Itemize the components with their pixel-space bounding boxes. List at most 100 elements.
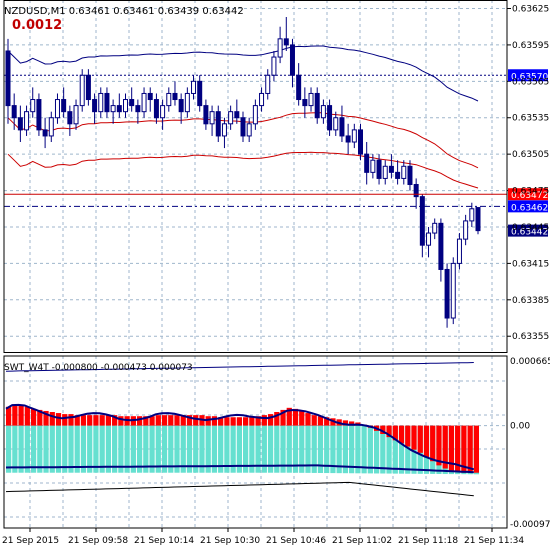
candle[interactable]: [17, 105, 23, 143]
candle[interactable]: [333, 111, 339, 136]
x-tick-label: 21 Sep 11:34: [464, 536, 524, 546]
candle[interactable]: [197, 75, 203, 112]
candle[interactable]: [30, 87, 36, 118]
candle[interactable]: [438, 218, 444, 282]
osc-bar-red: [93, 415, 99, 426]
candle[interactable]: [314, 87, 320, 124]
candle[interactable]: [296, 63, 302, 106]
candle[interactable]: [191, 75, 197, 100]
candle[interactable]: [203, 99, 209, 130]
candle[interactable]: [246, 117, 252, 143]
candle[interactable]: [67, 105, 73, 136]
candle[interactable]: [234, 99, 240, 124]
x-tick-label: 21 Sep 11:02: [332, 536, 392, 546]
osc-bar-cyan: [87, 425, 93, 473]
osc-bar-cyan: [149, 425, 155, 473]
candle[interactable]: [11, 93, 17, 130]
candle[interactable]: [444, 263, 450, 328]
candle-body: [314, 92, 320, 119]
candle[interactable]: [358, 123, 363, 161]
candle[interactable]: [92, 93, 98, 124]
osc-upper-envelope: [5, 362, 474, 372]
candle[interactable]: [123, 93, 128, 118]
candle[interactable]: [283, 16, 289, 51]
candle-body: [351, 129, 357, 143]
candle[interactable]: [110, 99, 116, 124]
candle[interactable]: [432, 218, 438, 240]
candle[interactable]: [153, 93, 159, 124]
osc-bar-cyan: [342, 425, 349, 474]
candle[interactable]: [166, 87, 172, 112]
candle[interactable]: [413, 178, 419, 209]
candle[interactable]: [36, 93, 42, 136]
candle[interactable]: [456, 233, 462, 270]
candle[interactable]: [42, 117, 48, 149]
candle[interactable]: [370, 154, 376, 179]
candle[interactable]: [252, 99, 258, 130]
candle[interactable]: [364, 142, 370, 185]
candle[interactable]: [228, 105, 234, 130]
candle[interactable]: [98, 87, 104, 118]
osc-bar-cyan: [193, 425, 199, 473]
candle[interactable]: [48, 111, 54, 143]
candle[interactable]: [388, 154, 394, 179]
candle[interactable]: [116, 93, 122, 118]
candle[interactable]: [73, 99, 79, 130]
candle[interactable]: [178, 93, 184, 124]
candle[interactable]: [277, 26, 283, 64]
candle[interactable]: [265, 69, 271, 100]
osc-bar-red: [467, 425, 473, 473]
candle-body: [376, 159, 382, 179]
candle[interactable]: [104, 87, 110, 118]
candle-body: [92, 99, 98, 113]
candle[interactable]: [302, 87, 308, 118]
candle[interactable]: [54, 93, 60, 124]
candle[interactable]: [308, 87, 314, 112]
osc-bar-red: [136, 416, 143, 426]
candle[interactable]: [450, 257, 456, 325]
candle[interactable]: [147, 87, 153, 112]
osc-bar-red: [392, 425, 398, 441]
osc-bar-cyan: [292, 425, 299, 473]
candle-body: [345, 135, 351, 143]
osc-bar-red: [80, 415, 87, 426]
price-tag: 0.63570: [511, 72, 548, 82]
candle[interactable]: [5, 38, 11, 124]
candle[interactable]: [395, 160, 401, 185]
candle[interactable]: [259, 87, 265, 112]
candle[interactable]: [426, 226, 432, 258]
candle-body: [166, 92, 172, 107]
candle[interactable]: [419, 194, 425, 258]
osc-bar-red: [30, 408, 37, 426]
candle[interactable]: [401, 160, 407, 185]
candle[interactable]: [141, 87, 147, 118]
candle[interactable]: [463, 214, 469, 246]
candle[interactable]: [221, 117, 227, 149]
candle[interactable]: [376, 154, 382, 185]
candle[interactable]: [135, 99, 141, 124]
candle[interactable]: [475, 207, 481, 235]
candle[interactable]: [184, 87, 190, 118]
osc-bar-cyan: [386, 425, 392, 474]
candle-body: [228, 111, 234, 125]
osc-bar-cyan: [286, 425, 292, 473]
candle[interactable]: [160, 99, 166, 130]
candle-body: [116, 105, 122, 113]
candle[interactable]: [339, 105, 345, 143]
candle[interactable]: [345, 123, 351, 155]
candle[interactable]: [129, 87, 135, 112]
candle[interactable]: [382, 160, 388, 185]
candle[interactable]: [240, 111, 246, 143]
candle[interactable]: [215, 105, 221, 143]
candle[interactable]: [351, 123, 357, 149]
osc-bar-cyan: [398, 425, 405, 474]
candle[interactable]: [327, 99, 333, 136]
candle[interactable]: [407, 160, 413, 191]
candle[interactable]: [320, 99, 326, 124]
candle[interactable]: [172, 81, 178, 106]
candle[interactable]: [61, 87, 67, 118]
candle[interactable]: [209, 105, 215, 136]
candle[interactable]: [24, 105, 30, 136]
candle[interactable]: [79, 69, 85, 112]
candlesticks[interactable]: [5, 16, 481, 328]
